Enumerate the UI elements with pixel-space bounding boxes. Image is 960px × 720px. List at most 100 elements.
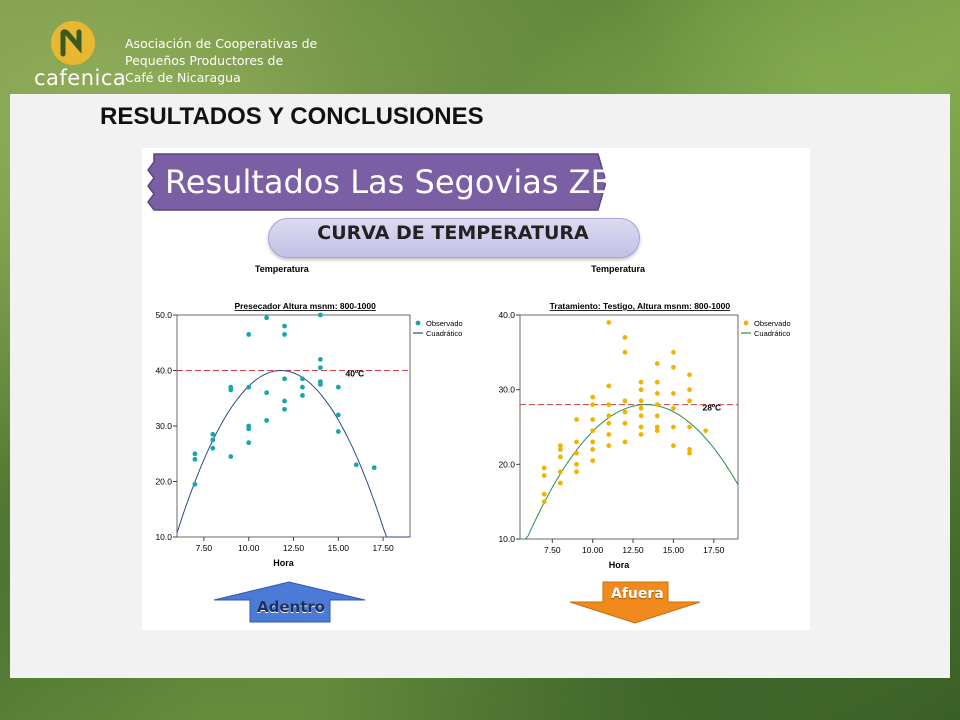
y-tick-label: 30.0 [155, 421, 172, 431]
x-tick-label: 15.00 [328, 543, 350, 553]
data-point [687, 398, 692, 404]
data-point [574, 417, 579, 422]
data-point [192, 456, 198, 462]
data-point [300, 384, 305, 390]
org-line-2: Pequeños Productores de [125, 53, 284, 68]
reference-line-label: 28ºC [702, 403, 721, 413]
x-axis-label: Hora [273, 558, 294, 568]
data-point [671, 391, 676, 396]
legend-curve-label: Cuadrático [754, 329, 790, 338]
quadratic-curve [520, 404, 739, 540]
legend-observed-marker [743, 320, 749, 326]
y-tick-label: 10.0 [155, 532, 172, 542]
x-tick-label: 10.00 [238, 543, 260, 553]
y-tick-label: 30.0 [498, 385, 515, 395]
data-point [687, 447, 692, 452]
legend-observed-label: Observado [426, 319, 463, 328]
data-point [687, 372, 692, 378]
data-point [264, 390, 270, 396]
data-point [654, 379, 660, 385]
data-point [353, 462, 359, 468]
chart-title: Presecador Altura msnm: 800-1000 [234, 301, 376, 311]
data-point [703, 428, 709, 434]
chart-testigo: Temperatura Tratamiento: Testigo, Altura … [498, 264, 790, 570]
data-point [557, 443, 563, 449]
data-point [622, 420, 628, 426]
data-point [264, 315, 270, 321]
data-point [606, 320, 612, 325]
legend-observed-marker [415, 320, 421, 326]
data-point [638, 379, 644, 385]
org-line-3: Café de Nicaragua [125, 70, 241, 85]
data-point [574, 439, 579, 445]
data-point [541, 465, 547, 471]
data-point [687, 424, 692, 430]
data-point [317, 379, 323, 384]
data-point [606, 402, 612, 407]
data-point [317, 357, 323, 362]
data-point [606, 420, 612, 426]
data-point [622, 335, 628, 340]
data-point [671, 349, 676, 355]
data-point [654, 402, 660, 407]
chart-header: Temperatura [591, 264, 646, 274]
data-point [574, 461, 579, 467]
logo-mark-icon [51, 21, 95, 65]
x-tick-label: 7.50 [196, 543, 213, 553]
data-point [638, 405, 644, 411]
legend-curve-label: Cuadrático [426, 329, 462, 338]
data-point [687, 387, 692, 393]
arrow-adentro [213, 581, 366, 623]
x-tick-label: 17.50 [372, 543, 394, 553]
data-point [228, 384, 234, 390]
data-point [606, 413, 612, 419]
reference-line-label: 40ºC [345, 369, 364, 379]
data-point [606, 443, 612, 449]
data-point [557, 454, 563, 460]
data-point [638, 432, 644, 437]
data-point [590, 402, 596, 407]
arrow-afuera [569, 581, 701, 624]
data-point [282, 323, 287, 329]
data-point [574, 469, 579, 475]
org-line-1: Asociación de Cooperativas de [125, 36, 318, 51]
banner-title: Resultados Las Segovias ZB [165, 163, 613, 201]
data-point [590, 428, 596, 434]
x-axis-label: Hora [609, 560, 630, 570]
data-point [541, 473, 547, 478]
x-tick-label: 15.00 [663, 545, 685, 555]
data-point [606, 432, 612, 437]
data-point [264, 418, 270, 423]
data-point [282, 376, 287, 382]
data-point [210, 445, 216, 451]
data-point [557, 469, 563, 475]
data-point [671, 364, 676, 370]
data-point [671, 405, 676, 411]
data-point [335, 384, 341, 390]
banner-shape [147, 153, 606, 211]
data-point [282, 406, 287, 412]
logo-word: cafenica [34, 66, 127, 90]
data-point [210, 437, 216, 443]
data-point [557, 480, 563, 486]
data-point [246, 332, 252, 337]
chart-title: Tratamiento: Testigo, Altura msnm: 800-1… [550, 301, 731, 311]
data-point [246, 423, 252, 429]
data-point [622, 349, 628, 355]
data-point [246, 440, 252, 446]
data-point [654, 424, 660, 430]
data-point [590, 439, 596, 445]
data-point [210, 431, 216, 437]
data-point [654, 428, 660, 434]
x-tick-label: 12.50 [283, 543, 305, 553]
data-point [574, 450, 579, 456]
data-point [300, 393, 305, 398]
x-tick-label: 17.50 [703, 545, 725, 555]
data-point [590, 458, 596, 463]
data-point [371, 465, 377, 471]
y-tick-label: 10.0 [498, 534, 515, 544]
data-point [654, 361, 660, 366]
data-point [282, 398, 287, 404]
data-point [606, 383, 612, 389]
data-point [335, 429, 341, 434]
